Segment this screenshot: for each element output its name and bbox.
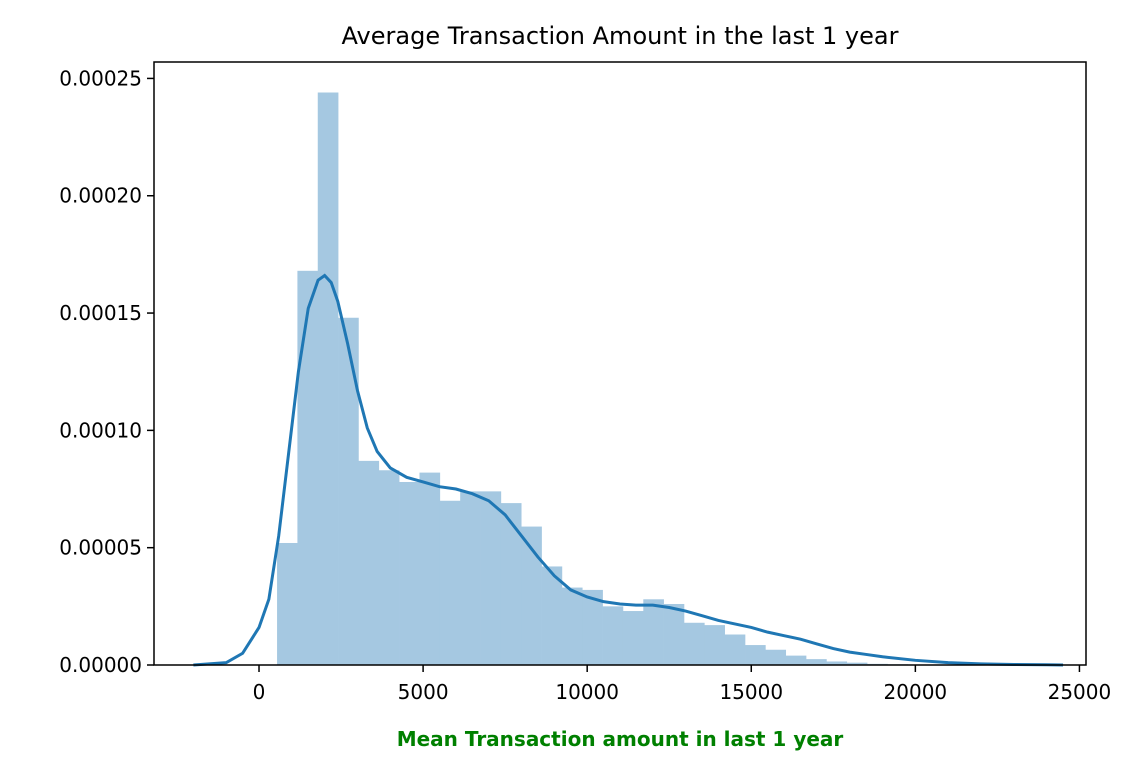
histogram-bar	[704, 625, 725, 665]
histogram-bar	[480, 491, 502, 665]
x-tick-label: 25000	[1048, 680, 1112, 704]
x-tick-label: 0	[253, 680, 266, 704]
histogram-bar	[745, 645, 766, 665]
plot-frame	[153, 61, 1087, 666]
histogram-bar	[338, 317, 359, 665]
histogram-bar	[846, 662, 868, 665]
histogram-bar	[378, 470, 400, 665]
y-axis: 0.00000 0.00005 0.00010 0.00015 0.00020 0.000…	[59, 66, 154, 677]
histogram-bar	[643, 599, 664, 665]
histogram-bar	[277, 542, 298, 665]
y-tick-label: 0.00025	[59, 66, 142, 90]
histogram-bar	[419, 472, 441, 665]
histogram-bars	[277, 92, 909, 665]
histogram-bar	[622, 611, 644, 665]
chart-title: Average Transaction Amount in the last 1…	[342, 22, 899, 50]
histogram-bar	[521, 526, 542, 665]
histogram-bar	[399, 481, 420, 665]
histogram-bar	[358, 460, 380, 665]
histogram-bar	[785, 655, 807, 665]
histogram-bar	[541, 566, 563, 665]
histogram-bar	[806, 659, 827, 665]
y-tick-label: 0.00015	[59, 301, 142, 325]
histogram-bar	[561, 587, 583, 665]
histogram-bar	[663, 603, 685, 665]
x-axis: 0 5000 10000 15000 20000 25000	[253, 665, 1112, 704]
y-tick-label: 0.00010	[59, 418, 142, 442]
histogram-bar	[317, 92, 339, 665]
y-tick-label: 0.00020	[59, 184, 142, 208]
x-axis-label: Mean Transaction amount in last 1 year	[397, 727, 844, 751]
kde-line	[193, 273, 1064, 667]
x-tick-label: 20000	[884, 680, 948, 704]
x-tick-label: 10000	[555, 680, 619, 704]
histogram-bar	[582, 589, 603, 665]
x-tick-label: 15000	[719, 680, 783, 704]
histogram-bar	[297, 270, 319, 665]
histogram-bar	[826, 661, 848, 665]
histogram-bar	[683, 622, 705, 665]
histogram-bar	[439, 500, 461, 665]
histogram-bar	[765, 649, 787, 665]
histogram-bar	[460, 491, 481, 665]
histogram-bar	[602, 606, 624, 665]
x-tick-label: 5000	[398, 680, 449, 704]
histogram-bar	[500, 503, 522, 665]
histogram-bar	[724, 634, 746, 665]
y-tick-label: 0.00000	[59, 653, 142, 677]
y-tick-label: 0.00005	[59, 536, 142, 560]
